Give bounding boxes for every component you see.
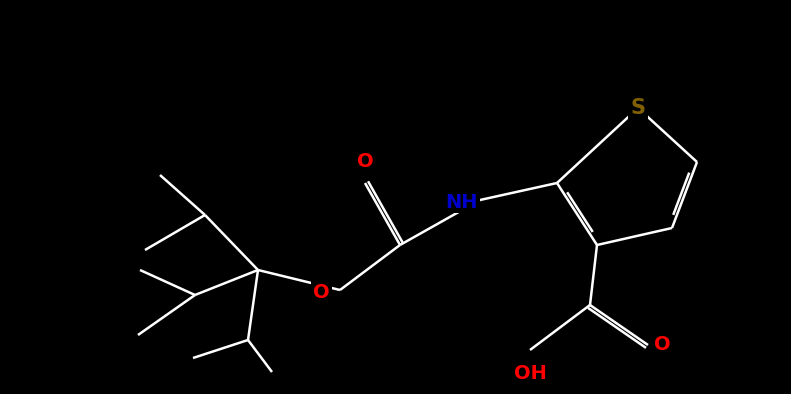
Text: O: O: [653, 336, 670, 355]
Text: S: S: [630, 98, 645, 118]
Text: O: O: [313, 282, 330, 301]
Text: OH: OH: [513, 364, 547, 383]
Text: NH: NH: [445, 193, 478, 212]
Text: O: O: [357, 152, 373, 171]
